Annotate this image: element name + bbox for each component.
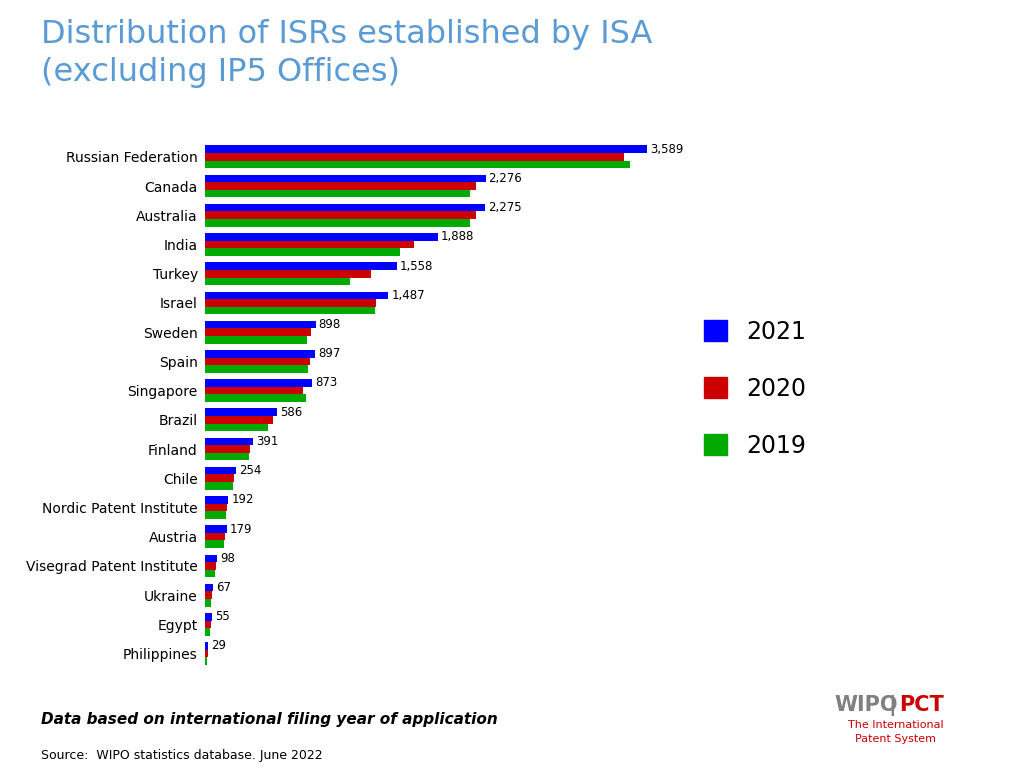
Text: 67: 67 — [216, 581, 231, 594]
Text: Data based on international filing year of application: Data based on international filing year … — [41, 712, 498, 727]
Legend: 2021, 2020, 2019: 2021, 2020, 2019 — [703, 319, 806, 458]
Text: 897: 897 — [318, 347, 341, 360]
Bar — [205, 445, 250, 453]
Text: Distribution of ISRs established by ISA
(excluding IP5 Offices): Distribution of ISRs established by ISA … — [41, 19, 652, 88]
Bar — [205, 409, 278, 416]
Bar — [205, 533, 225, 541]
Text: PCT: PCT — [899, 695, 944, 715]
Bar — [205, 416, 273, 424]
Bar — [205, 219, 470, 227]
Bar — [205, 145, 647, 153]
Bar — [205, 570, 215, 578]
Bar — [205, 153, 625, 161]
Bar — [205, 379, 312, 387]
Bar — [205, 496, 228, 504]
Bar — [205, 438, 253, 445]
Bar — [205, 613, 212, 621]
Text: 873: 873 — [315, 376, 338, 389]
Text: 254: 254 — [240, 464, 261, 477]
Bar — [205, 211, 476, 219]
Bar — [205, 277, 350, 285]
Bar — [205, 358, 310, 365]
Text: 391: 391 — [256, 435, 279, 448]
Bar — [205, 584, 213, 591]
Text: 179: 179 — [230, 522, 253, 535]
Bar — [205, 190, 470, 197]
Text: |: | — [889, 695, 896, 716]
Bar — [205, 306, 375, 314]
Bar — [205, 204, 485, 211]
Bar — [205, 504, 226, 511]
Bar — [205, 424, 268, 431]
Bar — [205, 482, 232, 490]
Bar — [205, 395, 306, 402]
Bar — [205, 650, 208, 657]
Bar — [205, 554, 217, 562]
Text: 586: 586 — [281, 406, 302, 419]
Text: 55: 55 — [215, 611, 229, 624]
Bar — [205, 387, 303, 395]
Text: 98: 98 — [220, 551, 234, 564]
Bar — [205, 300, 376, 306]
Bar — [205, 292, 388, 300]
Bar — [205, 657, 208, 665]
Bar — [205, 263, 397, 270]
Bar — [205, 321, 315, 329]
Bar — [205, 329, 311, 336]
Bar — [205, 525, 227, 533]
Text: WIPO: WIPO — [835, 695, 898, 715]
Text: 1,888: 1,888 — [440, 230, 474, 243]
Bar — [205, 628, 211, 636]
Text: 2,275: 2,275 — [488, 201, 522, 214]
Text: 192: 192 — [231, 493, 254, 506]
Bar — [205, 240, 415, 248]
Bar — [205, 642, 208, 650]
Text: The International
Patent System: The International Patent System — [848, 720, 943, 743]
Bar — [205, 591, 212, 599]
Bar — [205, 182, 476, 190]
Text: 29: 29 — [212, 640, 226, 653]
Bar — [205, 475, 234, 482]
Bar — [205, 511, 226, 519]
Bar — [205, 621, 211, 628]
Bar — [205, 365, 308, 372]
Bar — [205, 336, 307, 343]
Bar — [205, 233, 437, 240]
Text: 1,487: 1,487 — [391, 289, 425, 302]
Bar — [205, 161, 631, 168]
Text: 3,589: 3,589 — [650, 143, 684, 156]
Text: Source:  WIPO statistics database. June 2022: Source: WIPO statistics database. June 2… — [41, 749, 323, 762]
Bar — [205, 599, 212, 607]
Bar — [205, 248, 399, 256]
Text: 898: 898 — [318, 318, 341, 331]
Bar — [205, 562, 216, 570]
Bar — [205, 174, 485, 182]
Text: 2,276: 2,276 — [488, 172, 522, 185]
Bar — [205, 350, 315, 358]
Bar — [205, 453, 249, 461]
Bar — [205, 541, 224, 548]
Bar — [205, 467, 237, 475]
Bar — [205, 270, 372, 277]
Text: 1,558: 1,558 — [400, 260, 433, 273]
